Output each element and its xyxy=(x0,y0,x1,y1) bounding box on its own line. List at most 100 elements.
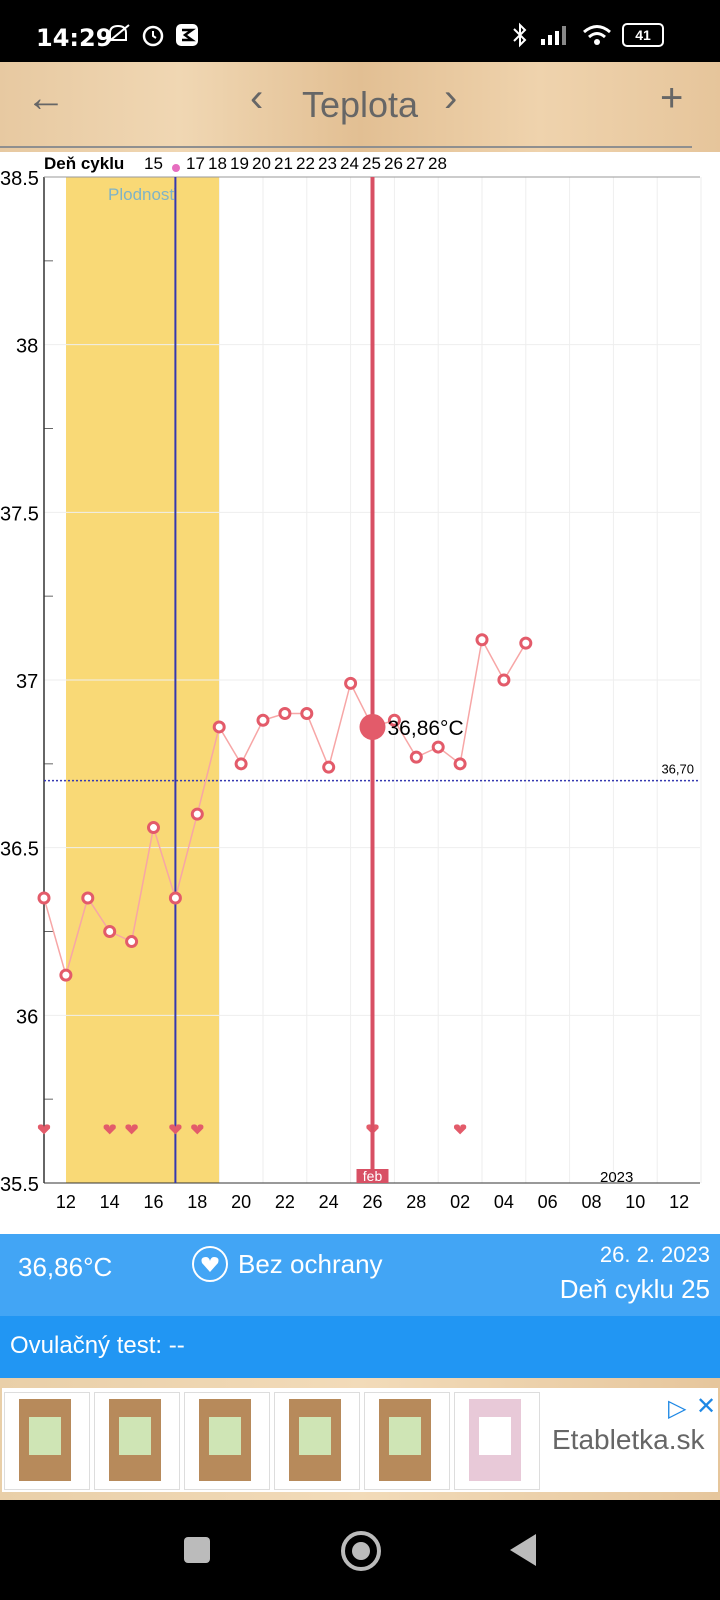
y-tick-label: 38 xyxy=(16,336,38,358)
cycle-day-label: 25 xyxy=(362,154,381,173)
temperature-point xyxy=(103,925,117,938)
temperature-point xyxy=(234,757,248,771)
y-tick-label: 35.5 xyxy=(0,1174,39,1196)
ovulation-marker xyxy=(172,164,180,172)
recents-icon[interactable] xyxy=(184,1537,210,1563)
cycle-day-label: 20 xyxy=(252,154,271,173)
x-tick-label: 02 xyxy=(450,1192,470,1212)
heart-icon xyxy=(191,1124,204,1135)
y-tick-label: 37.5 xyxy=(0,503,39,525)
month-badge xyxy=(356,1169,389,1183)
temperature-point xyxy=(344,676,358,690)
ad-product-image[interactable] xyxy=(4,1392,90,1490)
ovulation-test-label: Ovulačný test: -- xyxy=(10,1332,185,1359)
baseline-label: 36,70 xyxy=(661,762,694,777)
x-tick-label: 10 xyxy=(625,1192,645,1212)
x-tick-label: 18 xyxy=(187,1192,207,1212)
x-tick-label: 08 xyxy=(581,1192,601,1212)
heart-icon xyxy=(169,1124,182,1135)
previous-chevron-icon[interactable]: ‹ xyxy=(250,76,264,120)
back-icon[interactable] xyxy=(510,1534,536,1566)
fertility-label: Plodnosť xyxy=(108,185,176,204)
heart-icon xyxy=(192,1246,228,1282)
x-tick-label: 06 xyxy=(538,1192,558,1212)
selected-value-label: 36,86°C xyxy=(388,717,464,740)
cycle-day-label: 22 xyxy=(296,154,315,173)
app-notification-icon xyxy=(176,24,198,46)
alarm-icon xyxy=(142,25,164,47)
heart-icon xyxy=(125,1124,138,1135)
status-icons-right: 41 xyxy=(510,22,664,48)
year-label: 2023 xyxy=(600,1169,633,1186)
temperature-point xyxy=(125,935,139,949)
temperature-point xyxy=(37,891,51,905)
y-tick-label: 36 xyxy=(16,1006,38,1028)
protection-status: Bez ochrany xyxy=(192,1246,383,1282)
chart-svg[interactable]: Plodnosť Deň cyklu 15 17 18 19 20 21 22 … xyxy=(0,152,720,1232)
temperature-chart[interactable]: Plodnosť Deň cyklu 15 17 18 19 20 21 22 … xyxy=(0,152,720,1232)
x-tick-label: 14 xyxy=(100,1192,120,1212)
temperature-value: 36,86°C xyxy=(18,1252,113,1282)
temperature-point xyxy=(453,757,467,771)
cycle-day-label: 27 xyxy=(406,154,425,173)
month-label: feb xyxy=(363,1168,383,1184)
status-icons-left xyxy=(104,22,200,48)
ad-brand[interactable]: Etabletka.sk xyxy=(552,1424,705,1455)
ad-product-image[interactable] xyxy=(364,1392,450,1490)
cycle-day-label: 26 xyxy=(384,154,403,173)
bluetooth-icon xyxy=(513,22,527,48)
temperature-point xyxy=(300,707,314,721)
y-tick-label: 36.5 xyxy=(0,839,39,861)
cycle-day-label: 28 xyxy=(428,154,447,173)
ad-content[interactable]: Etabletka.sk ▷ ✕ xyxy=(2,1388,718,1492)
x-tick-label: 16 xyxy=(143,1192,163,1212)
ad-product-image[interactable] xyxy=(454,1392,540,1490)
ad-banner[interactable]: Etabletka.sk ▷ ✕ xyxy=(0,1378,720,1500)
cycle-day-label: 18 xyxy=(208,154,227,173)
ad-close-icon[interactable]: ✕ xyxy=(696,1393,717,1420)
cycle-day-label: 15 xyxy=(144,154,163,173)
wifi-icon xyxy=(583,25,611,45)
x-tick-label: 04 xyxy=(494,1192,514,1212)
ovulation-test-row[interactable]: Ovulačný test: -- xyxy=(0,1316,720,1378)
temperature-point xyxy=(431,740,445,754)
temperature-point xyxy=(387,713,401,727)
x-tick-label: 20 xyxy=(231,1192,251,1212)
battery-icon: 41 xyxy=(622,23,664,47)
cycle-day-label: 19 xyxy=(230,154,249,173)
x-tick-label: 26 xyxy=(362,1192,382,1212)
temperature-point xyxy=(322,760,336,774)
cycle-day-label: 24 xyxy=(340,154,359,173)
status-time: 14:29 xyxy=(36,24,113,52)
protection-label: Bez ochrany xyxy=(238,1248,383,1279)
heart-icon xyxy=(37,1124,51,1135)
ad-product-image[interactable] xyxy=(184,1392,270,1490)
temperature-point xyxy=(81,891,95,905)
x-tick-label: 12 xyxy=(56,1192,76,1212)
back-arrow-icon[interactable]: ← xyxy=(26,76,66,120)
next-chevron-icon[interactable]: › xyxy=(444,76,458,120)
selected-date: 26. 2. 2023 xyxy=(599,1242,710,1267)
temperature-point xyxy=(497,673,511,687)
page-title: Teplota xyxy=(301,84,419,125)
ad-choices-icon[interactable]: ▷ xyxy=(668,1395,687,1422)
temperature-point xyxy=(278,707,292,721)
add-plus-icon[interactable]: + xyxy=(660,76,684,120)
home-icon[interactable] xyxy=(341,1531,381,1571)
y-tick-label: 38.5 xyxy=(0,168,39,190)
app-bar: ← ‹ Teplota › + xyxy=(0,62,720,152)
cycle-day-label: 17 xyxy=(186,154,205,173)
status-bar: 14:29 41 xyxy=(0,0,720,62)
x-tick-label: 22 xyxy=(275,1192,295,1212)
x-tick-label: 28 xyxy=(406,1192,426,1212)
temperature-point xyxy=(256,713,270,727)
ad-product-image[interactable] xyxy=(274,1392,360,1490)
signal-icon xyxy=(541,26,566,45)
silent-icon xyxy=(106,24,130,44)
heart-icon xyxy=(103,1124,116,1135)
day-info-panel[interactable]: 36,86°C Bez ochrany 26. 2. 2023 Deň cykl… xyxy=(0,1234,720,1316)
temperature-point xyxy=(168,891,182,905)
x-tick-label: 24 xyxy=(319,1192,339,1212)
temperature-point xyxy=(475,633,489,647)
ad-product-image[interactable] xyxy=(94,1392,180,1490)
